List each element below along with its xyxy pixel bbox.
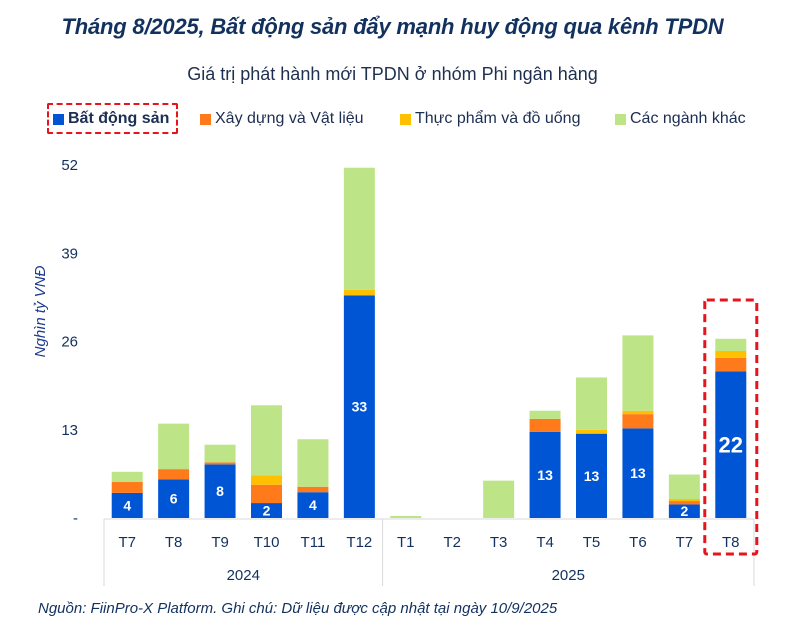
legend-swatch-other [615,113,626,125]
x-tick-label: T7 [676,534,694,551]
bar-segment-other [576,377,607,430]
data-label: 22 [719,433,743,458]
chart-legend: Bất động sản Xây dựng và Vật liệu Thực p… [0,108,785,134]
bar-segment-other [529,410,561,419]
bar-segment-construction [111,482,143,493]
bar-segment-real-estate [668,504,700,518]
legend-swatch-real-estate [53,113,64,125]
bar-segment-other [715,338,747,352]
bar-segment-other [297,439,329,487]
x-tick-label: T8 [165,534,183,551]
legend-item-construction: Xây dựng và Vật liệu [200,110,364,128]
bar-segment-construction [204,462,236,465]
bar-segment-other [668,474,700,499]
group-label-2025: 2025 [552,567,585,584]
bar-segment-other [251,405,282,476]
bar-segment-other [622,335,654,411]
bar-segment-food-beverage [668,498,700,502]
data-label: 4 [309,497,317,513]
data-label: 8 [216,483,224,499]
bar-segment-food-beverage [715,351,747,358]
data-label: 2 [680,503,688,519]
x-tick-label: T1 [397,534,415,551]
bar-segment-other [483,480,515,518]
x-tick-label: T7 [118,534,136,551]
x-tick-label: T6 [629,534,647,551]
bar-segment-food-beverage [622,410,654,415]
chart-title: Giá trị phát hành mới TPDN ở nhóm Phi ng… [187,64,598,84]
x-tick-label: T4 [536,534,554,551]
legend-item-other: Các ngành khác [615,110,746,128]
bar-segment-other [111,471,143,483]
legend-label: Thực phẩm và đồ uống [415,110,581,127]
bar-segment-other [343,167,375,290]
chart-headline: Tháng 8/2025, Bất động sản đẩy mạnh huy … [61,14,724,39]
highlight-box [703,298,759,556]
bar-segment-construction [622,414,654,429]
y-tick-label: 26 [61,334,78,351]
legend-highlight-box [47,103,178,134]
bar-segment-construction [576,433,607,434]
legend-label: Bất động sản [68,110,170,127]
x-tick-label: T3 [490,534,508,551]
x-tick-label: T2 [443,534,461,551]
data-label: 2 [263,503,271,519]
bar-segment-construction [251,484,282,504]
x-tick-label: T9 [211,534,229,551]
bar-segment-food-beverage [251,475,282,485]
y-tick-label: 39 [61,245,78,262]
legend-swatch-food-beverage [400,113,411,125]
data-label: 13 [584,468,600,484]
bar-segment-real-estate [204,464,236,518]
y-tick-label: 13 [61,422,78,439]
legend-swatch-construction [200,113,211,125]
x-tick-label: T12 [346,534,372,551]
bar-segment-real-estate [297,492,329,518]
bar-segment-food-beverage [576,429,607,434]
bar-segment-construction [158,469,190,480]
bar-segment-construction [297,486,329,493]
x-tick-label: T11 [301,534,326,551]
bar-segment-real-estate [576,433,607,518]
bar-segment-real-estate [715,371,747,518]
bar-segment-real-estate [529,431,561,518]
legend-item-real-estate: Bất động sản [53,110,169,128]
bar-segment-construction [529,418,561,432]
bar-segment-other [390,515,422,518]
bar-segment-real-estate [158,479,190,518]
x-tick-label: T5 [583,534,601,551]
data-label: 13 [630,465,646,481]
data-label: 6 [170,491,178,507]
bar-segment-real-estate [343,295,375,518]
x-tick-label: T10 [254,534,280,551]
bar-segment-food-beverage [343,289,375,296]
y-tick-label: - [73,510,78,527]
data-label: 33 [352,399,368,415]
bar-segment-construction [668,501,700,505]
legend-item-food-beverage: Thực phẩm và đồ uống [400,110,580,128]
legend-label: Các ngành khác [630,110,746,127]
bar-segment-real-estate [251,503,282,518]
y-axis-title: Nghìn tỷ VNĐ [32,265,49,357]
x-tick-label: T8 [722,534,740,551]
source-note: Nguồn: FiinPro-X Platform. Ghi chú: Dữ l… [38,600,558,617]
data-label: 4 [123,497,131,513]
bar-segment-other [204,444,236,463]
bar-segment-construction [715,357,747,372]
bar-segment-real-estate [622,428,654,518]
legend-label: Xây dựng và Vật liệu [215,110,364,127]
y-tick-label: 52 [61,157,78,174]
group-label-2024: 2024 [227,567,260,584]
bar-segment-real-estate [111,492,143,518]
data-label: 13 [537,467,553,483]
bar-segment-other [158,423,190,470]
